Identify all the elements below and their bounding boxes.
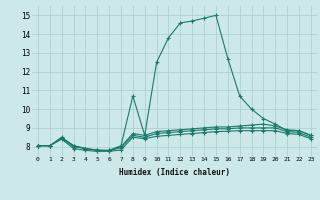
X-axis label: Humidex (Indice chaleur): Humidex (Indice chaleur) (119, 168, 230, 177)
